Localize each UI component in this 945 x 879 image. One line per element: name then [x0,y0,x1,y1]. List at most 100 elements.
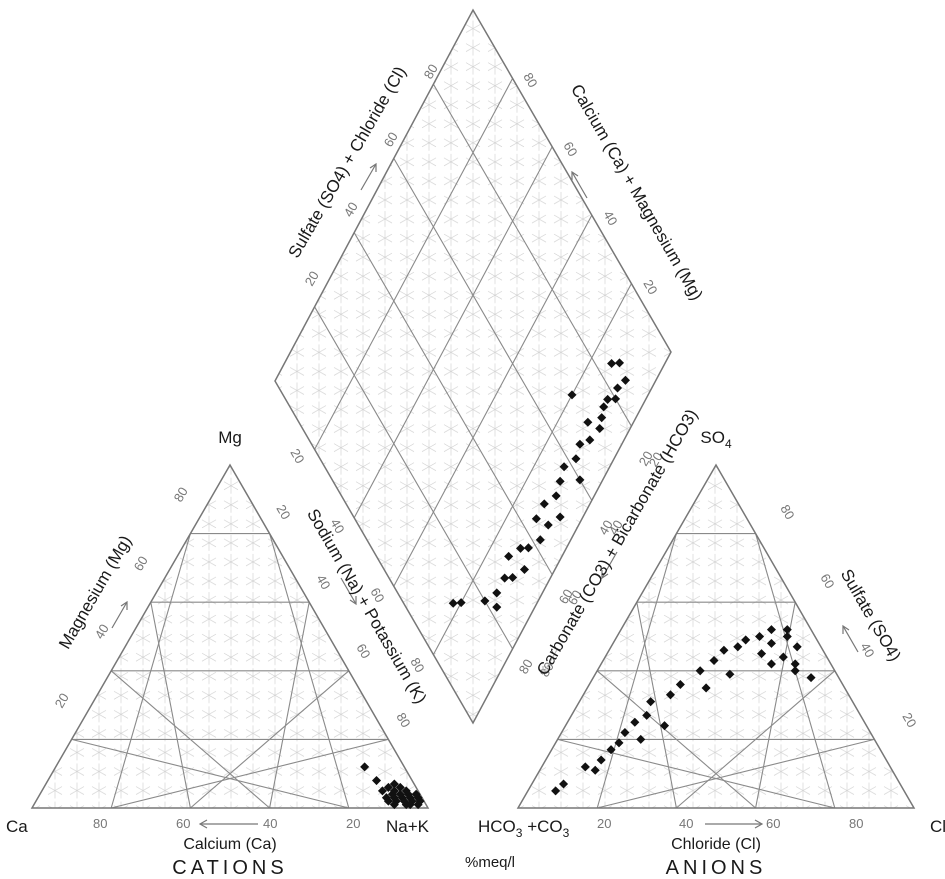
diamond-point [519,564,530,575]
anion-point [630,717,640,727]
cation-grid-b-80 [269,533,350,809]
tick-so4-40: 40 [857,640,877,660]
diamond-grid-a-80 [432,83,632,427]
anion-grid-b-40 [676,670,836,809]
tick-nak-80: 80 [393,710,413,730]
anion-point [665,690,675,700]
diamond-frame [274,8,672,725]
anion-point [596,755,606,765]
tick-so4-20: 20 [899,710,919,730]
vertex-co3-sub: 3 [563,826,570,840]
arrow-ca [198,819,258,829]
arrow-so4cl [360,162,377,191]
anion-point [580,762,590,772]
tick-carb-80: 80 [537,659,557,679]
diamond-point [523,543,533,553]
anion-point [766,638,776,648]
anion-point [733,642,743,652]
tick-ca-80: 80 [93,816,107,831]
diamond-fill [275,10,671,723]
anion-grid-b-20 [597,738,875,809]
vertex-so4: SO4 [700,428,732,451]
diamond-point [480,596,490,606]
tick-so4cl-60: 60 [381,129,401,149]
anion-point [790,666,800,676]
diamond-point [613,383,623,393]
anion-point [766,625,776,635]
diamond-point [611,394,621,404]
tick-ll-80: 80 [407,655,427,675]
cation-triangle-fill [32,465,428,808]
arrow-carbonate-gray [542,647,559,676]
tick-so4cl-80: 80 [421,61,441,81]
tick-camg-40: 40 [600,208,620,228]
cation-point [360,762,370,772]
cation-grid-a-80 [71,738,349,809]
tick-ll-40: 40 [327,516,347,536]
diamond-point [515,543,526,553]
tick-nak-60: 60 [353,641,373,661]
tick-carb-40: 40 [606,517,626,537]
cation-point [395,789,405,799]
anion-grid-a-80 [557,738,835,809]
anion-point [790,659,800,669]
diamond-point [555,512,565,522]
cation-triangle-frame [30,463,430,809]
anion-point [606,745,616,755]
arrow-sulfate [842,624,859,653]
diamond-grid-a-40 [353,232,553,575]
caption-anions: ANIONS [666,857,767,879]
anion-grid-a-60 [596,670,756,809]
anion-point [755,631,765,642]
vertex-so4-sub: 4 [725,437,732,451]
anion-point [782,631,792,642]
tick-so4-80: 80 [777,502,797,522]
vertex-so4-main: SO [700,428,725,447]
tick-ll-20: 20 [287,446,307,466]
vertex-hco3-co3: HCO3 +CO3 [478,817,570,840]
diamond-point [597,413,607,423]
anion-point [701,683,711,693]
anion-point [782,625,792,635]
tick-camg-60: 60 [560,139,580,159]
tick-mg-60: 60 [131,553,151,573]
anion-point [636,734,646,744]
diamond-point [607,358,617,369]
vertex-co3-main: +CO [522,817,562,836]
anion-point [757,649,767,659]
anion-point [695,666,705,676]
diamond-point [492,602,502,612]
tick-carb-60: 60 [565,587,585,607]
diamond-point [531,514,541,524]
anion-point [766,659,776,669]
anion-point [719,645,729,655]
caption-cations: CATIONS [172,857,287,879]
anion-point [590,765,600,775]
anion-point [741,635,751,645]
tick-mg-20: 20 [52,690,72,710]
axis-calcium: Calcium (Ca) [183,836,276,853]
direction-arrows [111,162,859,829]
anion-point [659,721,670,731]
diamond-point [492,588,502,598]
anion-grid-a-40 [636,602,677,809]
anion-triangle-fill [518,465,914,808]
tick-cl-60: 60 [766,816,780,831]
tick-lr-20: 20 [636,448,656,468]
anion-point [620,728,630,738]
diamond-point [555,476,565,486]
anion-point [642,710,652,720]
diamond-point [614,358,625,368]
tick-mg-40: 40 [92,621,112,641]
anion-point [614,738,624,748]
diamond-grid-a-60 [393,158,593,501]
vertex-nak: Na+K [386,817,430,836]
tick-nak-40: 40 [313,572,333,592]
tick-so4cl-20: 20 [302,268,322,288]
diamond-point [504,551,514,561]
anion-ticks: 20 40 60 80 80 60 40 20 20 40 60 80 [537,449,920,831]
anion-point [778,652,788,662]
anion-triangle-frame [516,463,916,809]
arrow-carbonate [601,551,618,580]
